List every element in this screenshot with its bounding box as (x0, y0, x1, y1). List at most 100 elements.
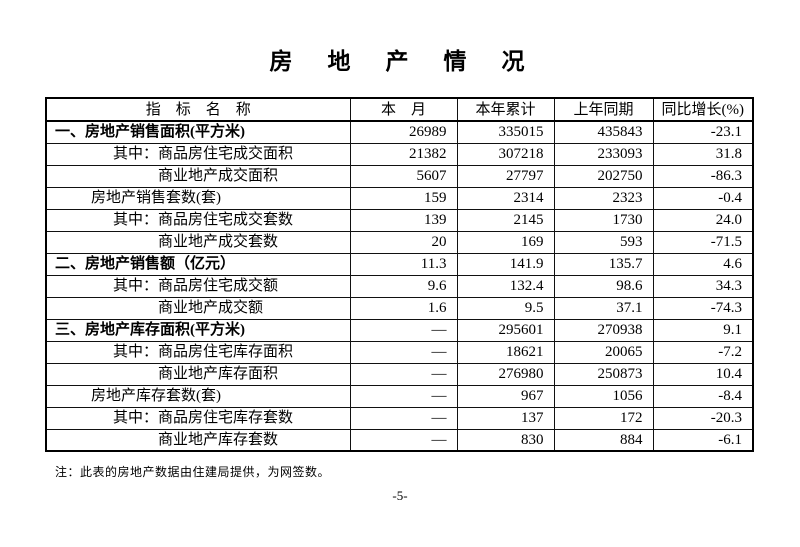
table-row: 商业地产成交额 1.6 9.5 37.1 -74.3 (45, 296, 754, 320)
table-row: 其中：商品房住宅成交额 9.6 132.4 98.6 34.3 (45, 274, 754, 298)
value-cell: 132.4 (456, 274, 555, 298)
value-cell: 26989 (349, 120, 458, 144)
page-number: -5- (392, 488, 408, 503)
value-cell: — (349, 340, 458, 364)
value-cell: 139 (349, 208, 458, 232)
table-body: 一、房地产销售面积(平方米) 26989 335015 435843 -23.1 其中：商… (45, 120, 754, 452)
value-cell: -6.1 (652, 428, 754, 452)
value-cell: 233093 (553, 142, 654, 166)
value-cell: 31.8 (652, 142, 754, 166)
value-cell: 20065 (553, 340, 654, 364)
value-cell: 830 (456, 428, 555, 452)
value-cell: 9.1 (652, 318, 754, 342)
value-cell: -71.5 (652, 230, 754, 254)
indicator-label: 一、房地产销售面积(平方米) (45, 120, 351, 144)
value-cell: 27797 (456, 164, 555, 188)
value-cell: 202750 (553, 164, 654, 188)
value-cell: — (349, 384, 458, 408)
table-header-row: 指 标 名 称 本 月 本年累计 上年同期 同比增长(%) (45, 97, 754, 122)
value-cell: 137 (456, 406, 555, 430)
value-cell: -7.2 (652, 340, 754, 364)
value-cell: 9.5 (456, 296, 555, 320)
table-row: 房地产销售套数(套) 159 2314 2323 -0.4 (45, 186, 754, 210)
value-cell: 295601 (456, 318, 555, 342)
value-cell: 34.3 (652, 274, 754, 298)
value-cell: 11.3 (349, 252, 458, 276)
table-row: 商业地产成交套数 20 169 593 -71.5 (45, 230, 754, 254)
real-estate-stat-table: 指 标 名 称 本 月 本年累计 上年同期 同比增长(%) 一、房地产销售面积(… (45, 97, 754, 452)
value-cell: 2323 (553, 186, 654, 210)
value-cell: 1730 (553, 208, 654, 232)
indicator-label: 商业地产成交面积 (45, 164, 351, 188)
value-cell: — (349, 318, 458, 342)
value-cell: 276980 (456, 362, 555, 386)
value-cell: 5607 (349, 164, 458, 188)
value-cell: 593 (553, 230, 654, 254)
value-cell: 21382 (349, 142, 458, 166)
value-cell: 20 (349, 230, 458, 254)
value-cell: -74.3 (652, 296, 754, 320)
value-cell: 9.6 (349, 274, 458, 298)
col-header-same-period-last-year: 上年同期 (553, 97, 654, 122)
value-cell: — (349, 362, 458, 386)
value-cell: — (349, 406, 458, 430)
value-cell: 967 (456, 384, 555, 408)
indicator-label: 三、房地产库存面积(平方米) (45, 318, 351, 342)
value-cell: 135.7 (553, 252, 654, 276)
indicator-label: 其中：商品房住宅库存套数 (45, 406, 351, 430)
table-row: 房地产库存套数(套) —967 1056 -8.4 (45, 384, 754, 408)
value-cell: 169 (456, 230, 555, 254)
footnote: 注：此表的房地产数据由住建局提供，为网签数。 (55, 465, 331, 479)
indicator-label: 商业地产成交套数 (45, 230, 351, 254)
indicator-label: 商业地产库存套数 (45, 428, 351, 452)
value-cell: 4.6 (652, 252, 754, 276)
value-cell: 335015 (456, 120, 555, 144)
col-header-indicator-name: 指 标 名 称 (45, 97, 351, 122)
table-row: 其中：商品房住宅成交套数 139 2145 1730 24.0 (45, 208, 754, 232)
indicator-label: 二、房地产销售额（亿元） (45, 252, 351, 276)
table-row: 一、房地产销售面积(平方米) 26989 335015 435843 -23.1 (45, 120, 754, 144)
value-cell: 884 (553, 428, 654, 452)
table-row: 其中：商品房住宅库存套数 —137 172 -20.3 (45, 406, 754, 430)
page-title: 房 地 产 情 况 (269, 49, 531, 74)
value-cell: -20.3 (652, 406, 754, 430)
table-row: 其中：商品房住宅成交面积 21382 307218 233093 31.8 (45, 142, 754, 166)
value-cell: — (349, 428, 458, 452)
value-cell: 172 (553, 406, 654, 430)
indicator-label: 其中：商品房住宅成交套数 (45, 208, 351, 232)
value-cell: 1.6 (349, 296, 458, 320)
value-cell: 2145 (456, 208, 555, 232)
indicator-label: 商业地产成交额 (45, 296, 351, 320)
value-cell: 2314 (456, 186, 555, 210)
col-header-current-month: 本 月 (349, 97, 458, 122)
table-row: 其中：商品房住宅库存面积 —18621 20065 -7.2 (45, 340, 754, 364)
value-cell: 307218 (456, 142, 555, 166)
indicator-label: 房地产销售套数(套) (45, 186, 351, 210)
value-cell: 141.9 (456, 252, 555, 276)
indicator-label: 其中：商品房住宅库存面积 (45, 340, 351, 364)
value-cell: 250873 (553, 362, 654, 386)
value-cell: 435843 (553, 120, 654, 144)
value-cell: 37.1 (553, 296, 654, 320)
col-header-yoy-growth-pct: 同比增长(%) (652, 97, 754, 122)
value-cell: -8.4 (652, 384, 754, 408)
value-cell: 159 (349, 186, 458, 210)
value-cell: 98.6 (553, 274, 654, 298)
table-row: 商业地产库存面积 —276980 250873 10.4 (45, 362, 754, 386)
indicator-label: 房地产库存套数(套) (45, 384, 351, 408)
value-cell: 18621 (456, 340, 555, 364)
table-row: 商业地产库存套数 —830 884 -6.1 (45, 428, 754, 452)
indicator-label: 商业地产库存面积 (45, 362, 351, 386)
table-row: 三、房地产库存面积(平方米) —295601 270938 9.1 (45, 318, 754, 342)
value-cell: -0.4 (652, 186, 754, 210)
value-cell: 270938 (553, 318, 654, 342)
indicator-label: 其中：商品房住宅成交面积 (45, 142, 351, 166)
indicator-label: 其中：商品房住宅成交额 (45, 274, 351, 298)
value-cell: 1056 (553, 384, 654, 408)
table-row: 商业地产成交面积 5607 27797 202750 -86.3 (45, 164, 754, 188)
value-cell: 24.0 (652, 208, 754, 232)
col-header-ytd-total: 本年累计 (456, 97, 555, 122)
value-cell: -23.1 (652, 120, 754, 144)
table-row: 二、房地产销售额（亿元） 11.3 141.9 135.7 4.6 (45, 252, 754, 276)
